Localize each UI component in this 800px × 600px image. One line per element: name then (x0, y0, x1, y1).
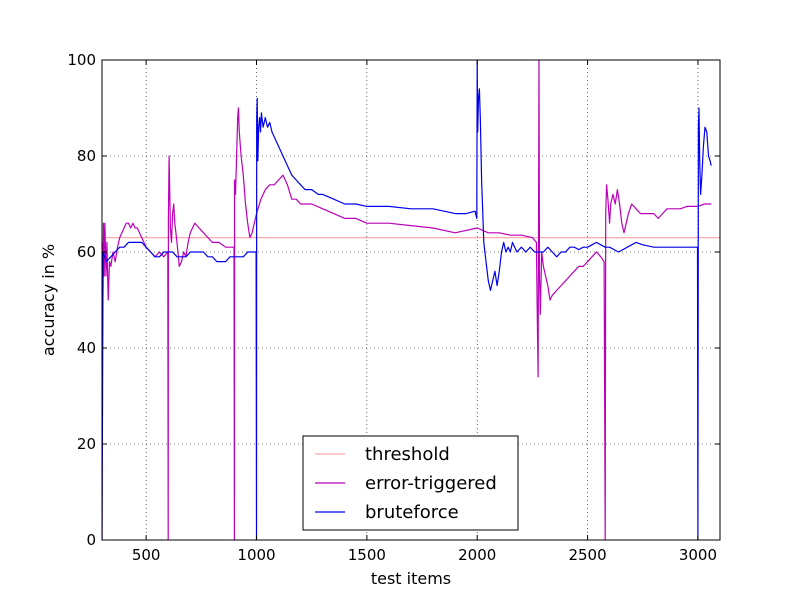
legend: threshold error-triggered bruteforce (302, 435, 519, 531)
legend-label: bruteforce (365, 502, 459, 523)
y-tick-label: 40 (77, 339, 96, 357)
series-line-error-triggered (102, 60, 712, 540)
x-tick-label: 1500 (348, 546, 386, 564)
y-tick-label: 100 (67, 51, 96, 69)
plot-frame (101, 59, 721, 541)
y-tick-label: 0 (86, 531, 96, 549)
series-line-bruteforce (102, 60, 712, 540)
x-tick-label: 500 (132, 546, 161, 564)
x-axis-label: test items (371, 569, 451, 588)
x-tick-label: 3000 (679, 546, 717, 564)
x-tick-label: 2000 (458, 546, 496, 564)
series-group (102, 60, 720, 540)
axis-ticks: 500 1000 1500 2000 2500 3000 0 20 40 60 80 100 (67, 51, 720, 564)
x-tick-label: 1000 (237, 546, 275, 564)
legend-label: threshold (365, 444, 450, 465)
y-tick-label: 60 (77, 243, 96, 261)
x-tick-label: 2500 (568, 546, 606, 564)
y-tick-label: 20 (77, 435, 96, 453)
y-axis-label: accuracy in % (39, 244, 58, 356)
y-tick-label: 80 (77, 147, 96, 165)
legend-label: error-triggered (365, 473, 497, 494)
